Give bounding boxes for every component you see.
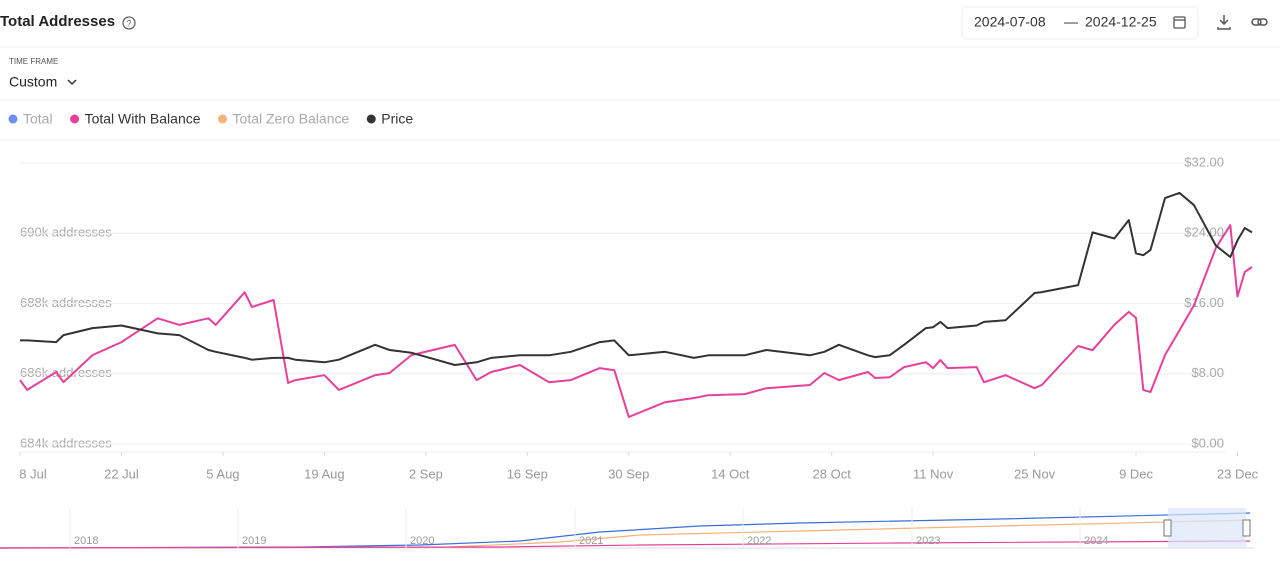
y2-tick-label: $16.00 [1184, 295, 1224, 310]
legend-label: Price [381, 111, 413, 127]
link-icon[interactable] [1251, 18, 1268, 26]
navigator [0, 508, 1255, 549]
y2-tick-label: $8.00 [1191, 365, 1224, 380]
legend-item[interactable]: Total With Balance [70, 111, 201, 127]
x-tick-label: 14 Oct [711, 466, 750, 481]
date-to: 2024-12-25 [1085, 14, 1157, 30]
series-line [20, 191, 1253, 366]
y-tick-label: 684k addresses [20, 435, 112, 450]
x-tick-label: 28 Oct [813, 466, 852, 481]
navigator-label: 2024 [1084, 535, 1108, 547]
x-tick-label: 11 Nov [913, 466, 954, 481]
calendar-icon[interactable] [1173, 16, 1186, 29]
legend-item[interactable]: Price [366, 111, 414, 127]
date-range[interactable] [961, 6, 1199, 40]
navigator-label: 2021 [579, 535, 603, 547]
y-tick-label: 690k addresses [20, 225, 112, 240]
svg-text:?: ? [126, 18, 131, 28]
legend-label: Total [23, 111, 53, 127]
dropdown-icon[interactable] [67, 79, 77, 86]
x-tick-label: 16 Sep [507, 466, 548, 481]
help-icon[interactable]: ? [122, 16, 136, 30]
y2-tick-label: $0.00 [1191, 435, 1224, 450]
x-tick-label: 9 Dec [1119, 466, 1153, 481]
y-tick-label: 688k addresses [20, 295, 112, 310]
x-tick-label: 30 Sep [608, 466, 649, 481]
series-line [19, 224, 1253, 418]
legend-item[interactable]: Total Zero Balance [218, 111, 349, 127]
date-sep: — [1064, 14, 1078, 30]
legend-label: Total Zero Balance [233, 111, 350, 127]
legend-label: Total With Balance [85, 111, 201, 127]
navigator-label: 2022 [747, 535, 771, 547]
date-from: 2024-07-08 [974, 14, 1046, 30]
timeframe-label: TIME FRAME [9, 57, 58, 66]
navigator-label: 2020 [410, 535, 434, 547]
navigator-label: 2019 [242, 535, 266, 547]
timeframe-value[interactable]: Custom [9, 74, 57, 90]
page-title: Total Addresses [0, 13, 115, 30]
plot: 684k addresses 686k addresses 688k address… [19, 154, 1259, 481]
x-tick-label: 25 Nov [1014, 466, 1056, 481]
x-tick-label: 2 Sep [409, 466, 443, 481]
x-tick-label: 23 Dec [1217, 466, 1259, 481]
download-icon[interactable] [1217, 15, 1231, 30]
legend-item[interactable]: Total [8, 111, 53, 127]
navigator-label: 2023 [916, 535, 940, 547]
x-tick-label: 22 Jul [104, 466, 139, 481]
legend-swatch [218, 114, 228, 124]
x-tick-label: 5 Aug [206, 466, 239, 481]
y-tick-label: 686k addresses [20, 365, 112, 380]
navigator-label: 2018 [74, 535, 98, 547]
y2-tick-label: $32.00 [1184, 154, 1224, 169]
legend-swatch [8, 114, 18, 124]
legend-swatch [70, 114, 80, 124]
y2-tick-label: $24.00 [1184, 225, 1224, 240]
x-tick-label: 8 Jul [19, 466, 47, 481]
x-tick-label: 19 Aug [304, 466, 345, 481]
legend-swatch [366, 114, 376, 124]
